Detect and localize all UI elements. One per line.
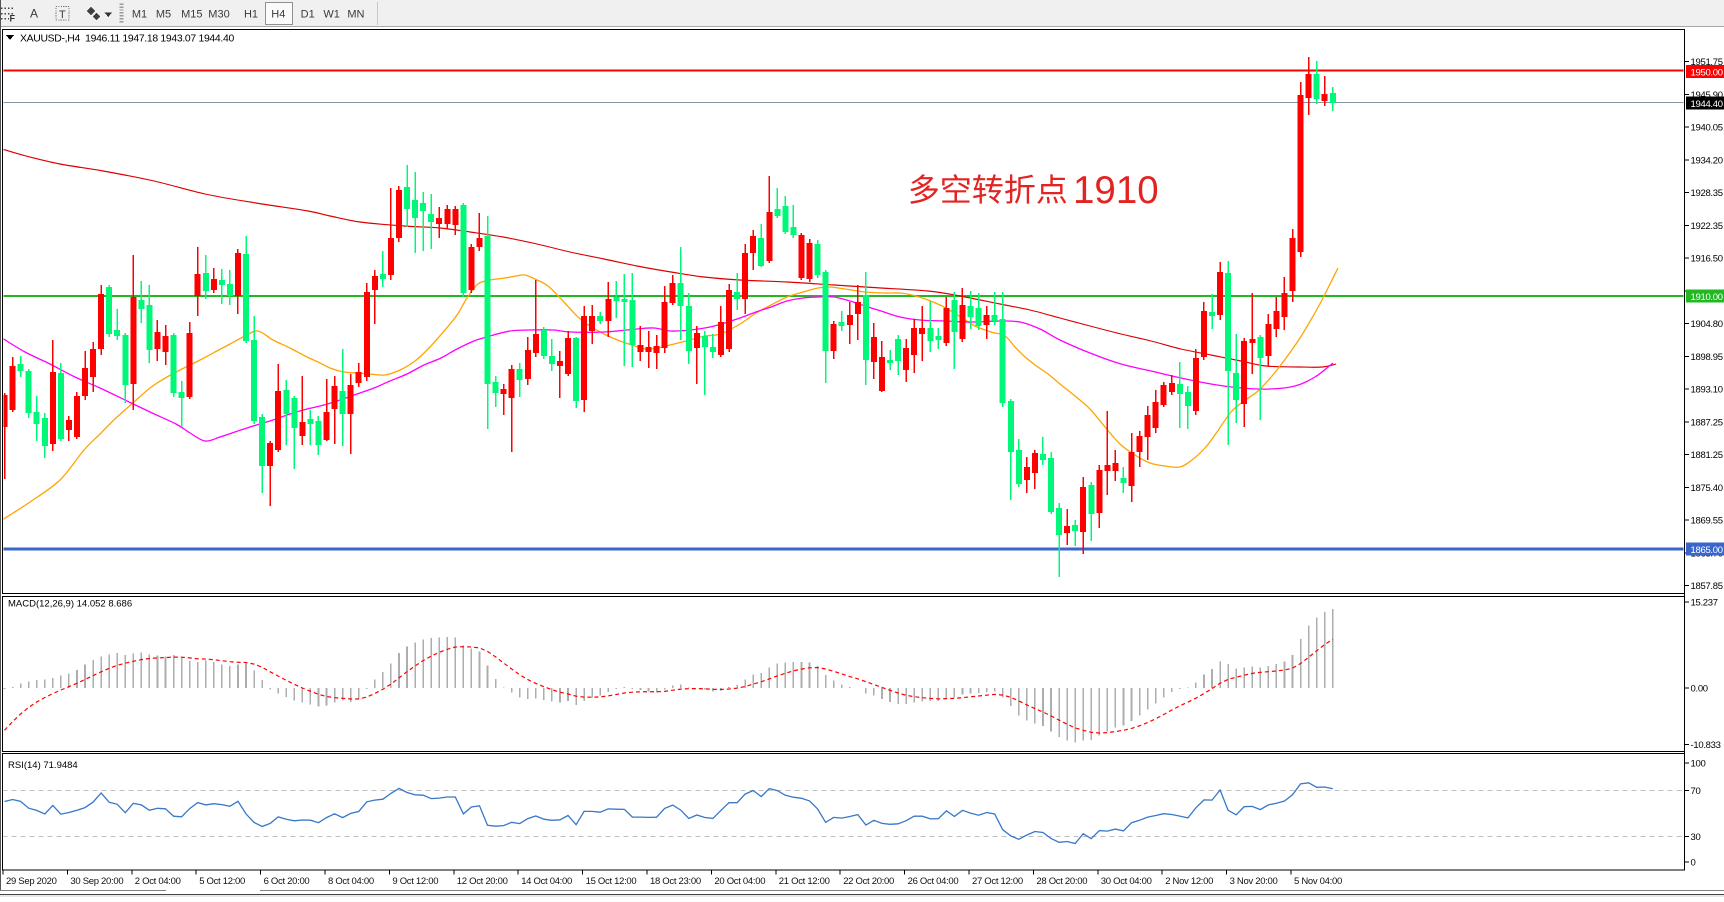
svg-text:15 Oct 12:00: 15 Oct 12:00 [586,876,637,887]
svg-text:3 Nov 20:00: 3 Nov 20:00 [1230,876,1278,887]
svg-text:-10.833: -10.833 [1691,740,1721,751]
svg-text:F: F [10,14,16,24]
svg-text:27 Oct 12:00: 27 Oct 12:00 [972,876,1023,887]
svg-text:M30: M30 [208,9,229,21]
svg-text:0: 0 [1691,858,1696,869]
svg-text:M5: M5 [156,9,171,21]
svg-text:6 Oct 20:00: 6 Oct 20:00 [264,876,310,887]
svg-text:XAUUSD-,H4 1946.11 1947.18 19: XAUUSD-,H4 1946.11 1947.18 1943.07 1944.… [20,34,234,45]
svg-text:1875.40: 1875.40 [1691,483,1723,494]
svg-text:12 Oct 20:00: 12 Oct 20:00 [457,876,508,887]
svg-text:1893.10: 1893.10 [1691,385,1723,396]
svg-text:1904.80: 1904.80 [1691,319,1723,330]
svg-text:RSI(14) 71.9484: RSI(14) 71.9484 [8,760,78,771]
svg-text:W1: W1 [323,9,340,21]
svg-text:30 Oct 04:00: 30 Oct 04:00 [1101,876,1152,887]
svg-text:30: 30 [1691,832,1701,843]
svg-text:28 Oct 20:00: 28 Oct 20:00 [1036,876,1087,887]
svg-text:70: 70 [1691,786,1701,797]
svg-text:1910: 1910 [1073,169,1159,212]
svg-text:1940.05: 1940.05 [1691,123,1723,134]
svg-text:0.00: 0.00 [1691,684,1708,695]
svg-text:1916.50: 1916.50 [1691,254,1723,265]
svg-text:2 Nov 12:00: 2 Nov 12:00 [1165,876,1213,887]
svg-text:5 Nov 04:00: 5 Nov 04:00 [1294,876,1342,887]
svg-text:H4: H4 [271,9,285,21]
svg-text:1928.35: 1928.35 [1691,188,1723,199]
svg-text:1887.25: 1887.25 [1691,417,1723,428]
svg-text:T: T [59,9,66,21]
svg-text:30 Sep 20:00: 30 Sep 20:00 [70,876,123,887]
svg-text:1865.00: 1865.00 [1691,545,1723,556]
svg-text:5 Oct 12:00: 5 Oct 12:00 [199,876,245,887]
svg-text:29 Sep 2020: 29 Sep 2020 [6,876,57,887]
svg-text:14 Oct 04:00: 14 Oct 04:00 [521,876,572,887]
svg-text:MN: MN [347,9,364,21]
svg-text:M15: M15 [181,9,202,21]
svg-text:1857.85: 1857.85 [1691,581,1723,592]
svg-text:1950.00: 1950.00 [1691,67,1723,78]
svg-text:MACD(12,26,9) 14.052 8.686: MACD(12,26,9) 14.052 8.686 [8,599,132,610]
svg-text:1869.55: 1869.55 [1691,516,1723,527]
svg-text:H1: H1 [244,9,258,21]
svg-text:15.237: 15.237 [1691,598,1718,609]
svg-text:21 Oct 12:00: 21 Oct 12:00 [779,876,830,887]
svg-text:1910.00: 1910.00 [1691,292,1723,303]
svg-text:A: A [30,7,38,21]
svg-text:100: 100 [1691,759,1706,770]
svg-text:1922.35: 1922.35 [1691,221,1723,232]
svg-text:18 Oct 23:00: 18 Oct 23:00 [650,876,701,887]
svg-text:1934.20: 1934.20 [1691,155,1723,166]
svg-text:26 Oct 04:00: 26 Oct 04:00 [908,876,959,887]
svg-text:M1: M1 [132,9,147,21]
svg-text:1881.25: 1881.25 [1691,450,1723,461]
svg-text:22 Oct 20:00: 22 Oct 20:00 [843,876,894,887]
svg-text:1898.95: 1898.95 [1691,352,1723,363]
svg-text:1944.40: 1944.40 [1691,99,1723,110]
svg-text:20 Oct 04:00: 20 Oct 04:00 [714,876,765,887]
svg-text:1945.90: 1945.90 [1691,90,1723,101]
svg-text:1951.75: 1951.75 [1691,57,1723,68]
svg-text:2 Oct 04:00: 2 Oct 04:00 [135,876,181,887]
svg-text:D1: D1 [301,9,315,21]
svg-text:8 Oct 04:00: 8 Oct 04:00 [328,876,374,887]
svg-text:9 Oct 12:00: 9 Oct 12:00 [392,876,438,887]
